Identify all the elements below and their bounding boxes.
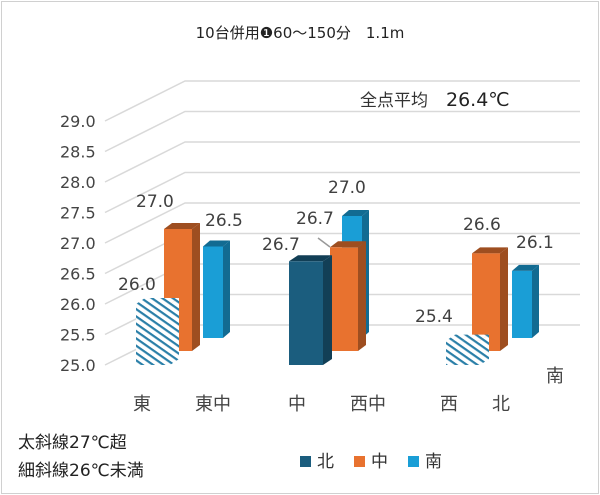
y-tick-label: 25.0 <box>60 356 96 375</box>
legend-item-middle: 中 <box>354 447 388 472</box>
bar-top <box>472 247 508 254</box>
chart-title: 10台併用❶60～150分 1.1m <box>195 24 405 42</box>
bar <box>446 340 480 365</box>
average-value: 26.4℃ <box>446 89 510 111</box>
data-label: 26.7 <box>296 209 334 229</box>
gridline <box>104 110 580 153</box>
bar <box>289 261 323 365</box>
bar <box>330 247 358 351</box>
legend-label: 中 <box>371 452 388 472</box>
bar-side <box>323 255 332 365</box>
legend-label: 南 <box>425 452 442 472</box>
data-label: 27.0 <box>328 178 366 198</box>
y-tick-label: 27.5 <box>60 204 96 223</box>
average-annotation: 全点平均 26.4℃ <box>360 86 510 111</box>
data-label: 26.7 <box>262 235 300 255</box>
bar-top <box>289 255 332 262</box>
x-axis-label: 東中 <box>195 394 231 415</box>
y-tick-label: 27.0 <box>60 234 96 253</box>
legend-swatch <box>354 456 365 467</box>
leader-line <box>317 237 331 248</box>
data-label: 26.0 <box>118 275 156 295</box>
bar-side <box>192 223 200 351</box>
data-label: 27.0 <box>136 192 174 212</box>
average-label: 全点平均 <box>360 91 428 111</box>
data-label: 25.4 <box>415 307 453 327</box>
legend: 北 中 南 <box>300 447 442 472</box>
y-tick-label: 28.5 <box>60 143 96 162</box>
bar <box>512 270 532 338</box>
y-tick-label: 26.0 <box>60 295 96 314</box>
x-axis-label: 東 <box>133 394 151 415</box>
x-axis-label: 中 <box>288 394 306 415</box>
bar-top <box>342 210 369 216</box>
gridline <box>104 80 580 122</box>
x-axis-label: 北 <box>492 394 510 415</box>
data-label: 26.5 <box>205 211 243 231</box>
y-tick-label: 26.5 <box>60 265 96 284</box>
legend-item-north: 北 <box>300 447 334 472</box>
data-label: 26.6 <box>463 215 501 235</box>
x-axis-label: 西 <box>440 394 458 415</box>
bar-side <box>532 264 539 338</box>
y-tick-label: 28.0 <box>60 173 96 192</box>
data-label: 26.1 <box>516 233 554 253</box>
bar-top <box>512 264 539 271</box>
bar-side <box>500 247 508 351</box>
legend-label: 北 <box>317 452 334 472</box>
gridline <box>104 202 580 244</box>
bar-top <box>446 334 489 341</box>
bar <box>136 304 170 365</box>
bar-side <box>480 334 489 365</box>
bar-top <box>203 240 230 247</box>
bar <box>203 246 223 338</box>
y-tick-label: 25.5 <box>60 326 96 345</box>
y-tick-label: 29.0 <box>60 112 96 131</box>
bar-side <box>170 298 179 365</box>
bar-top <box>136 298 179 304</box>
legend-swatch <box>408 456 419 467</box>
note-thin-hatch: 細斜線26℃未満 <box>18 461 144 481</box>
legend-item-south: 南 <box>408 447 442 472</box>
bar-side <box>358 241 366 351</box>
bar-top <box>330 241 366 248</box>
bar-top <box>164 223 200 229</box>
gridline <box>104 171 580 214</box>
bar-side <box>223 240 230 338</box>
x-axis-label: 南 <box>546 366 564 387</box>
x-axis-label: 西中 <box>350 394 386 415</box>
note-thick-hatch: 太斜線27℃超 <box>18 433 127 453</box>
gridline <box>104 141 580 183</box>
legend-swatch <box>300 456 311 467</box>
